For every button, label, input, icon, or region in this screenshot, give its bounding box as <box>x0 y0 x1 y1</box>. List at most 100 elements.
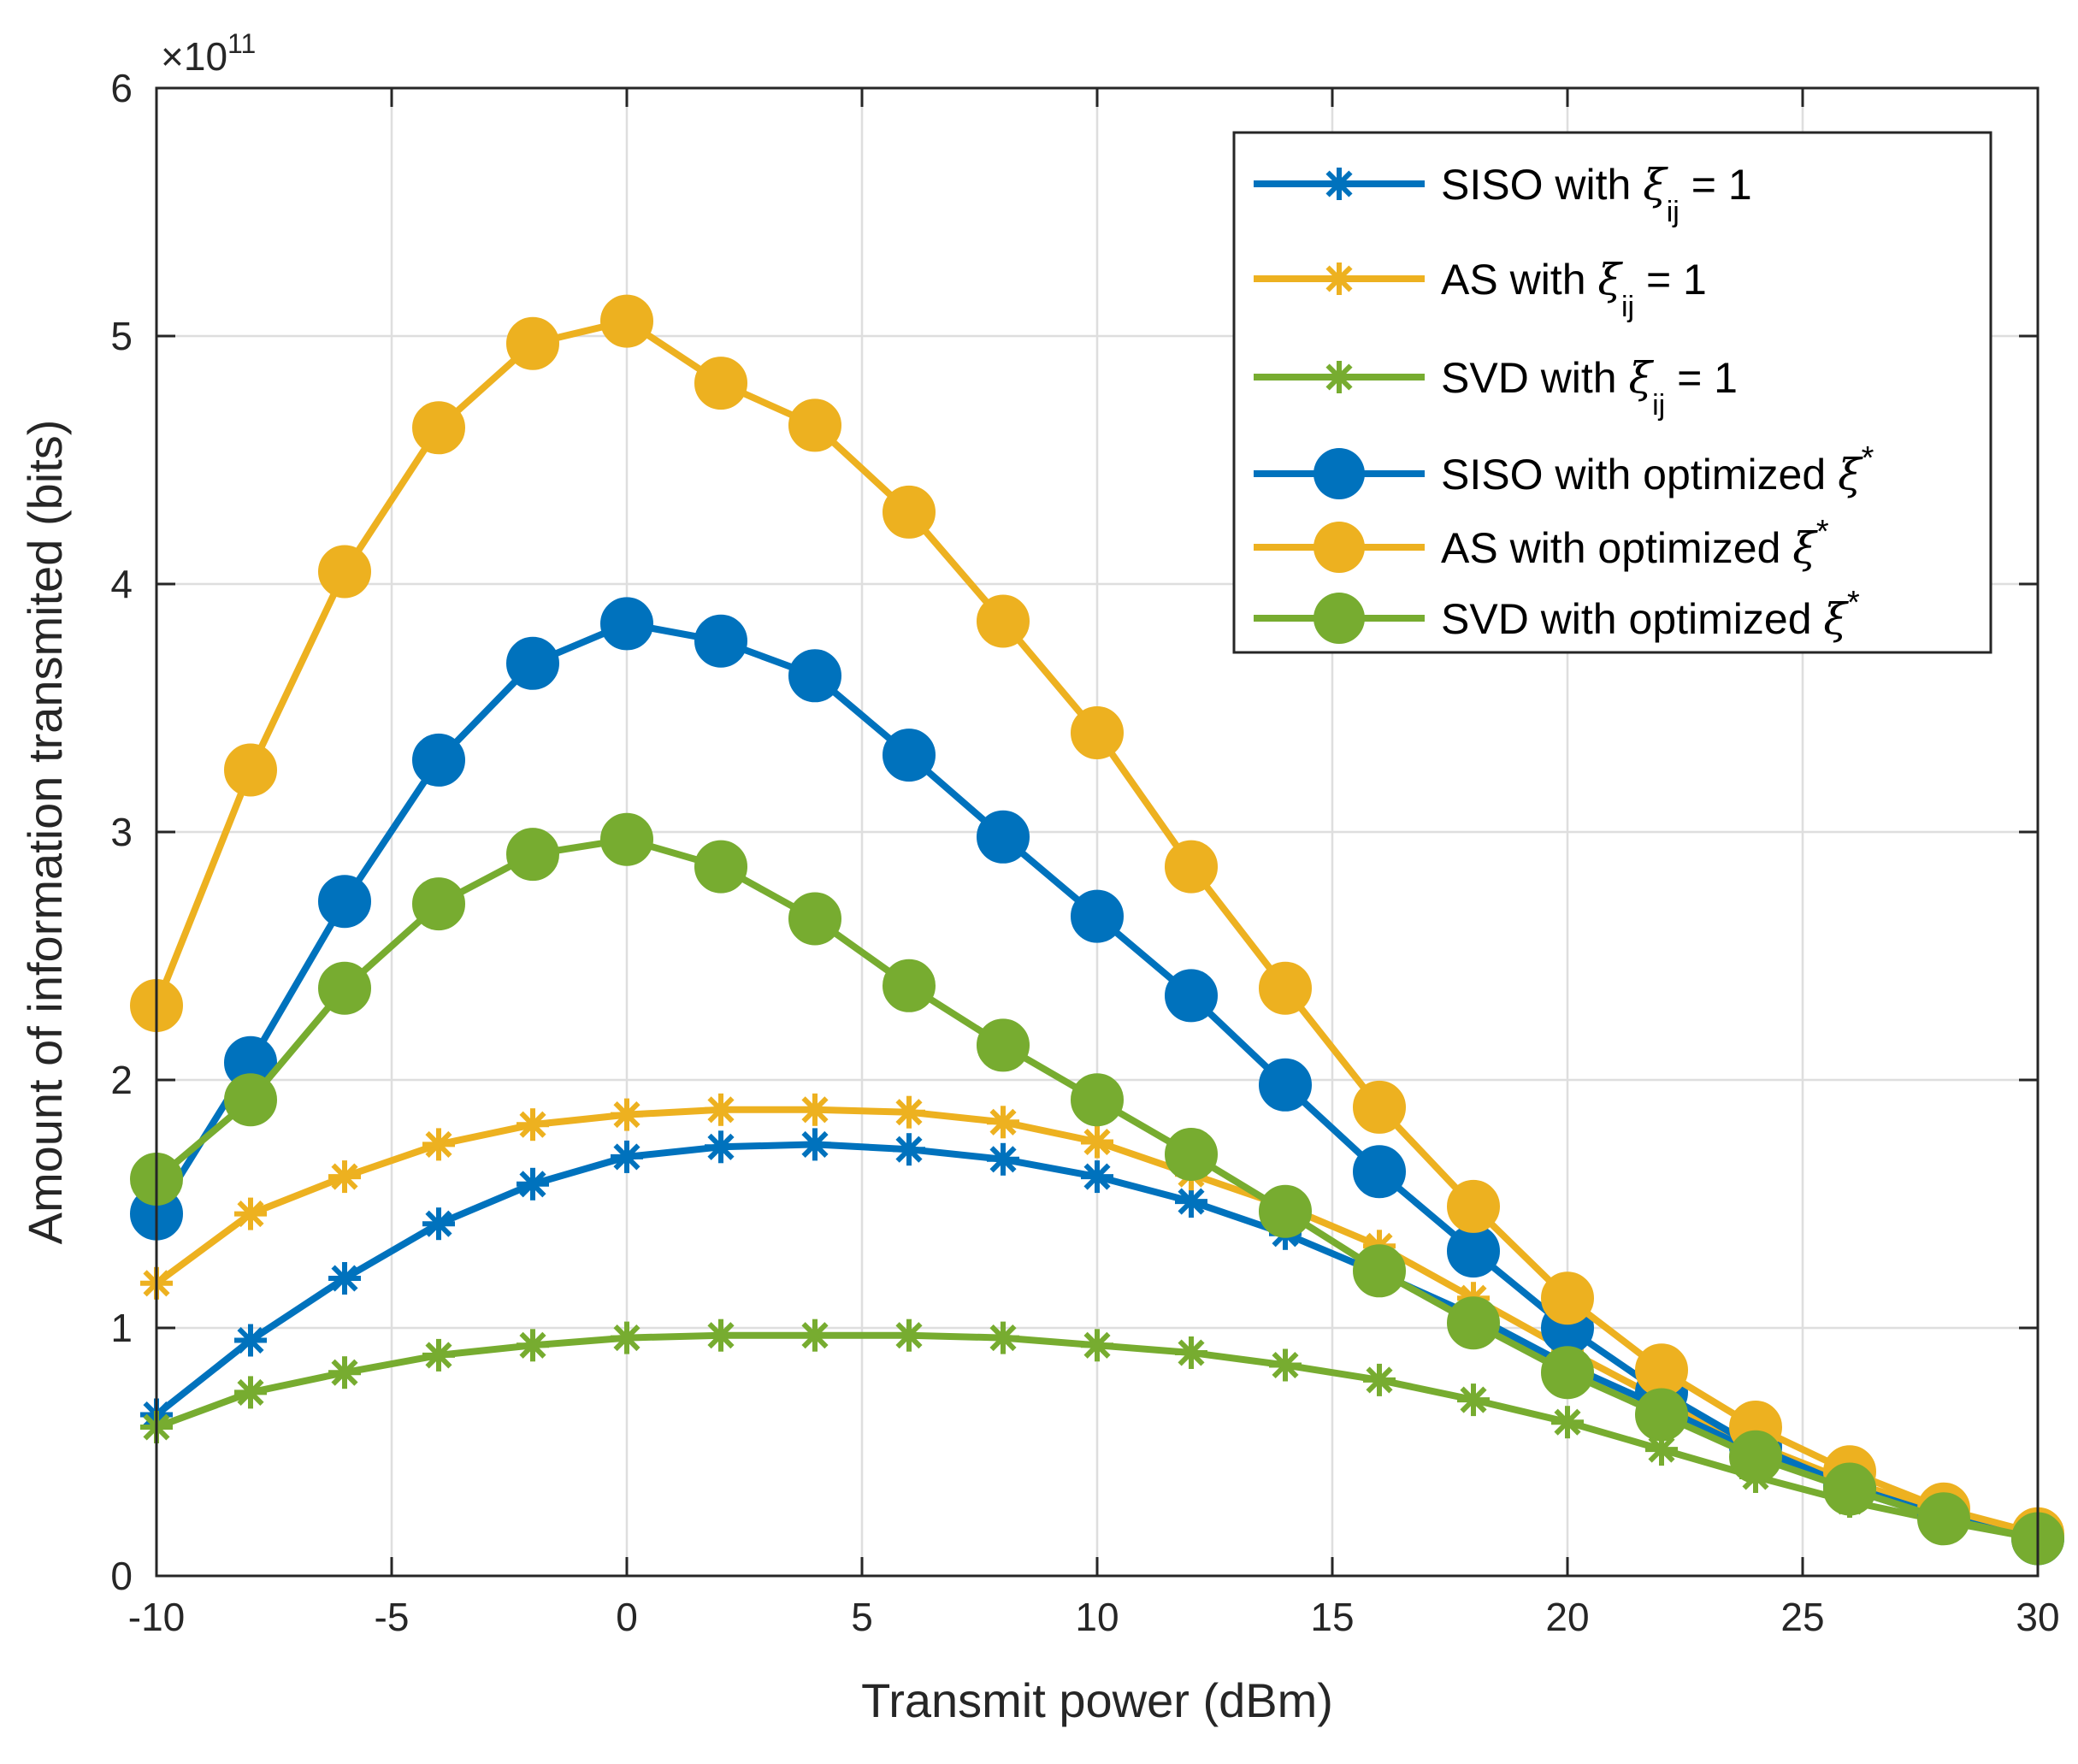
legend-label: SVD with optimized ξ* <box>1441 585 1860 644</box>
legend-item-siso_opt: SISO with optimized ξ* <box>1254 440 1874 499</box>
data-point <box>1447 1179 1500 1233</box>
series-svd_opt <box>130 812 2064 1566</box>
data-point <box>1541 1271 1594 1325</box>
x-tick-label: -5 <box>375 1595 410 1639</box>
data-point <box>1353 1145 1406 1199</box>
data-point <box>328 1160 361 1194</box>
legend-item-as_xi1: AS with ξij = 1 <box>1254 255 1707 323</box>
asterisk-stroke <box>895 1099 923 1126</box>
asterisk-stroke <box>801 1130 829 1158</box>
legend-item-svd_opt: SVD with optimized ξ* <box>1254 585 1860 644</box>
data-point <box>1175 1185 1207 1218</box>
asterisk-stroke <box>1178 1339 1205 1366</box>
data-point <box>1917 1492 1970 1546</box>
data-point <box>422 1207 455 1241</box>
data-point <box>1353 1244 1406 1298</box>
asterisk-stroke <box>613 1324 641 1352</box>
asterisk-stroke <box>331 1359 358 1386</box>
data-point <box>705 1130 737 1164</box>
asterisk-stroke <box>1325 170 1353 198</box>
data-point <box>883 485 936 539</box>
legend-label-suffix: = 1 <box>1665 354 1738 402</box>
data-point <box>224 743 277 797</box>
y-axis-label: Amount of information transmited (bits) <box>18 420 72 1245</box>
legend-label-text: SVD with optimized <box>1441 595 1823 643</box>
data-point <box>1165 840 1218 894</box>
data-point <box>234 1324 267 1357</box>
data-point <box>1071 1073 1124 1127</box>
data-point <box>788 649 841 703</box>
asterisk-stroke <box>519 1111 546 1138</box>
asterisk-stroke <box>1178 1188 1205 1215</box>
y-multiplier-base: ×10 <box>161 34 227 79</box>
data-point <box>1363 1363 1396 1396</box>
data-point <box>987 1106 1019 1139</box>
legend-label-text: SVD with <box>1441 354 1629 402</box>
legend-box <box>1232 131 1992 654</box>
legend-label-symbol: ξ <box>1629 353 1655 403</box>
data-point <box>506 316 559 370</box>
data-point <box>977 810 1030 864</box>
asterisk-stroke <box>989 1324 1017 1352</box>
data-point <box>799 1319 831 1352</box>
asterisk-stroke <box>1083 1163 1111 1190</box>
asterisk-stroke <box>1648 1436 1675 1463</box>
data-point <box>987 1321 1019 1354</box>
legend-label-superscript: * <box>1862 440 1874 476</box>
data-point <box>600 597 653 651</box>
asterisk-stroke <box>801 1322 829 1349</box>
legend-label: SVD with ξij = 1 <box>1441 353 1738 422</box>
legend-label-superscript: * <box>1816 514 1829 550</box>
data-point <box>1165 969 1218 1023</box>
x-tick-label: 10 <box>1075 1595 1119 1639</box>
data-point <box>422 1128 455 1161</box>
data-point <box>977 594 1030 648</box>
asterisk-stroke <box>1083 1128 1111 1156</box>
data-point <box>1259 961 1312 1015</box>
asterisk-stroke <box>1366 1366 1393 1394</box>
legend-item-siso_xi1: SISO with ξij = 1 <box>1254 160 1752 228</box>
series-svd_xi1 <box>140 1319 2054 1555</box>
asterisk-stroke <box>613 1143 641 1171</box>
legend-label-symbol: ξ <box>1643 160 1668 209</box>
data-point <box>977 1018 1030 1072</box>
data-point <box>611 1321 643 1354</box>
legend-label: SISO with optimized ξ* <box>1441 440 1874 499</box>
legend-label-text: SISO with <box>1441 161 1643 209</box>
asterisk-stroke <box>1272 1351 1299 1379</box>
asterisk-stroke <box>237 1201 264 1228</box>
data-point <box>883 729 936 782</box>
legend-label-subscript: ij <box>1652 389 1665 422</box>
asterisk-stroke <box>1083 1331 1111 1359</box>
legend-label-symbol: ξ <box>1792 523 1818 573</box>
legend-marker <box>1323 263 1355 295</box>
data-point <box>1269 1348 1302 1382</box>
data-point <box>318 545 371 599</box>
data-point <box>600 294 653 348</box>
legend-label: SISO with ξij = 1 <box>1441 160 1752 228</box>
data-point <box>412 401 465 455</box>
x-tick-label: 25 <box>1780 1595 1824 1639</box>
y-tick-label: 4 <box>110 562 133 606</box>
data-point <box>328 1262 361 1295</box>
data-point <box>883 959 936 1012</box>
asterisk-stroke <box>1325 363 1353 391</box>
legend-label-text: SISO with optimized <box>1441 451 1838 499</box>
data-point <box>1081 1160 1113 1194</box>
asterisk-stroke <box>895 1136 923 1163</box>
asterisk-stroke <box>989 1108 1017 1136</box>
asterisk-stroke <box>707 1096 735 1124</box>
legend-marker <box>1314 448 1365 499</box>
data-point <box>893 1319 925 1352</box>
data-point <box>517 1329 549 1362</box>
legend-label-subscript: ij <box>1621 291 1634 323</box>
data-point <box>694 357 747 410</box>
data-point <box>1259 1058 1312 1112</box>
x-tick-label: 20 <box>1545 1595 1589 1639</box>
asterisk-stroke <box>1460 1386 1487 1413</box>
data-point <box>318 875 371 929</box>
asterisk-stroke <box>519 1171 546 1198</box>
data-point <box>987 1142 1019 1176</box>
data-point <box>1353 1080 1406 1134</box>
